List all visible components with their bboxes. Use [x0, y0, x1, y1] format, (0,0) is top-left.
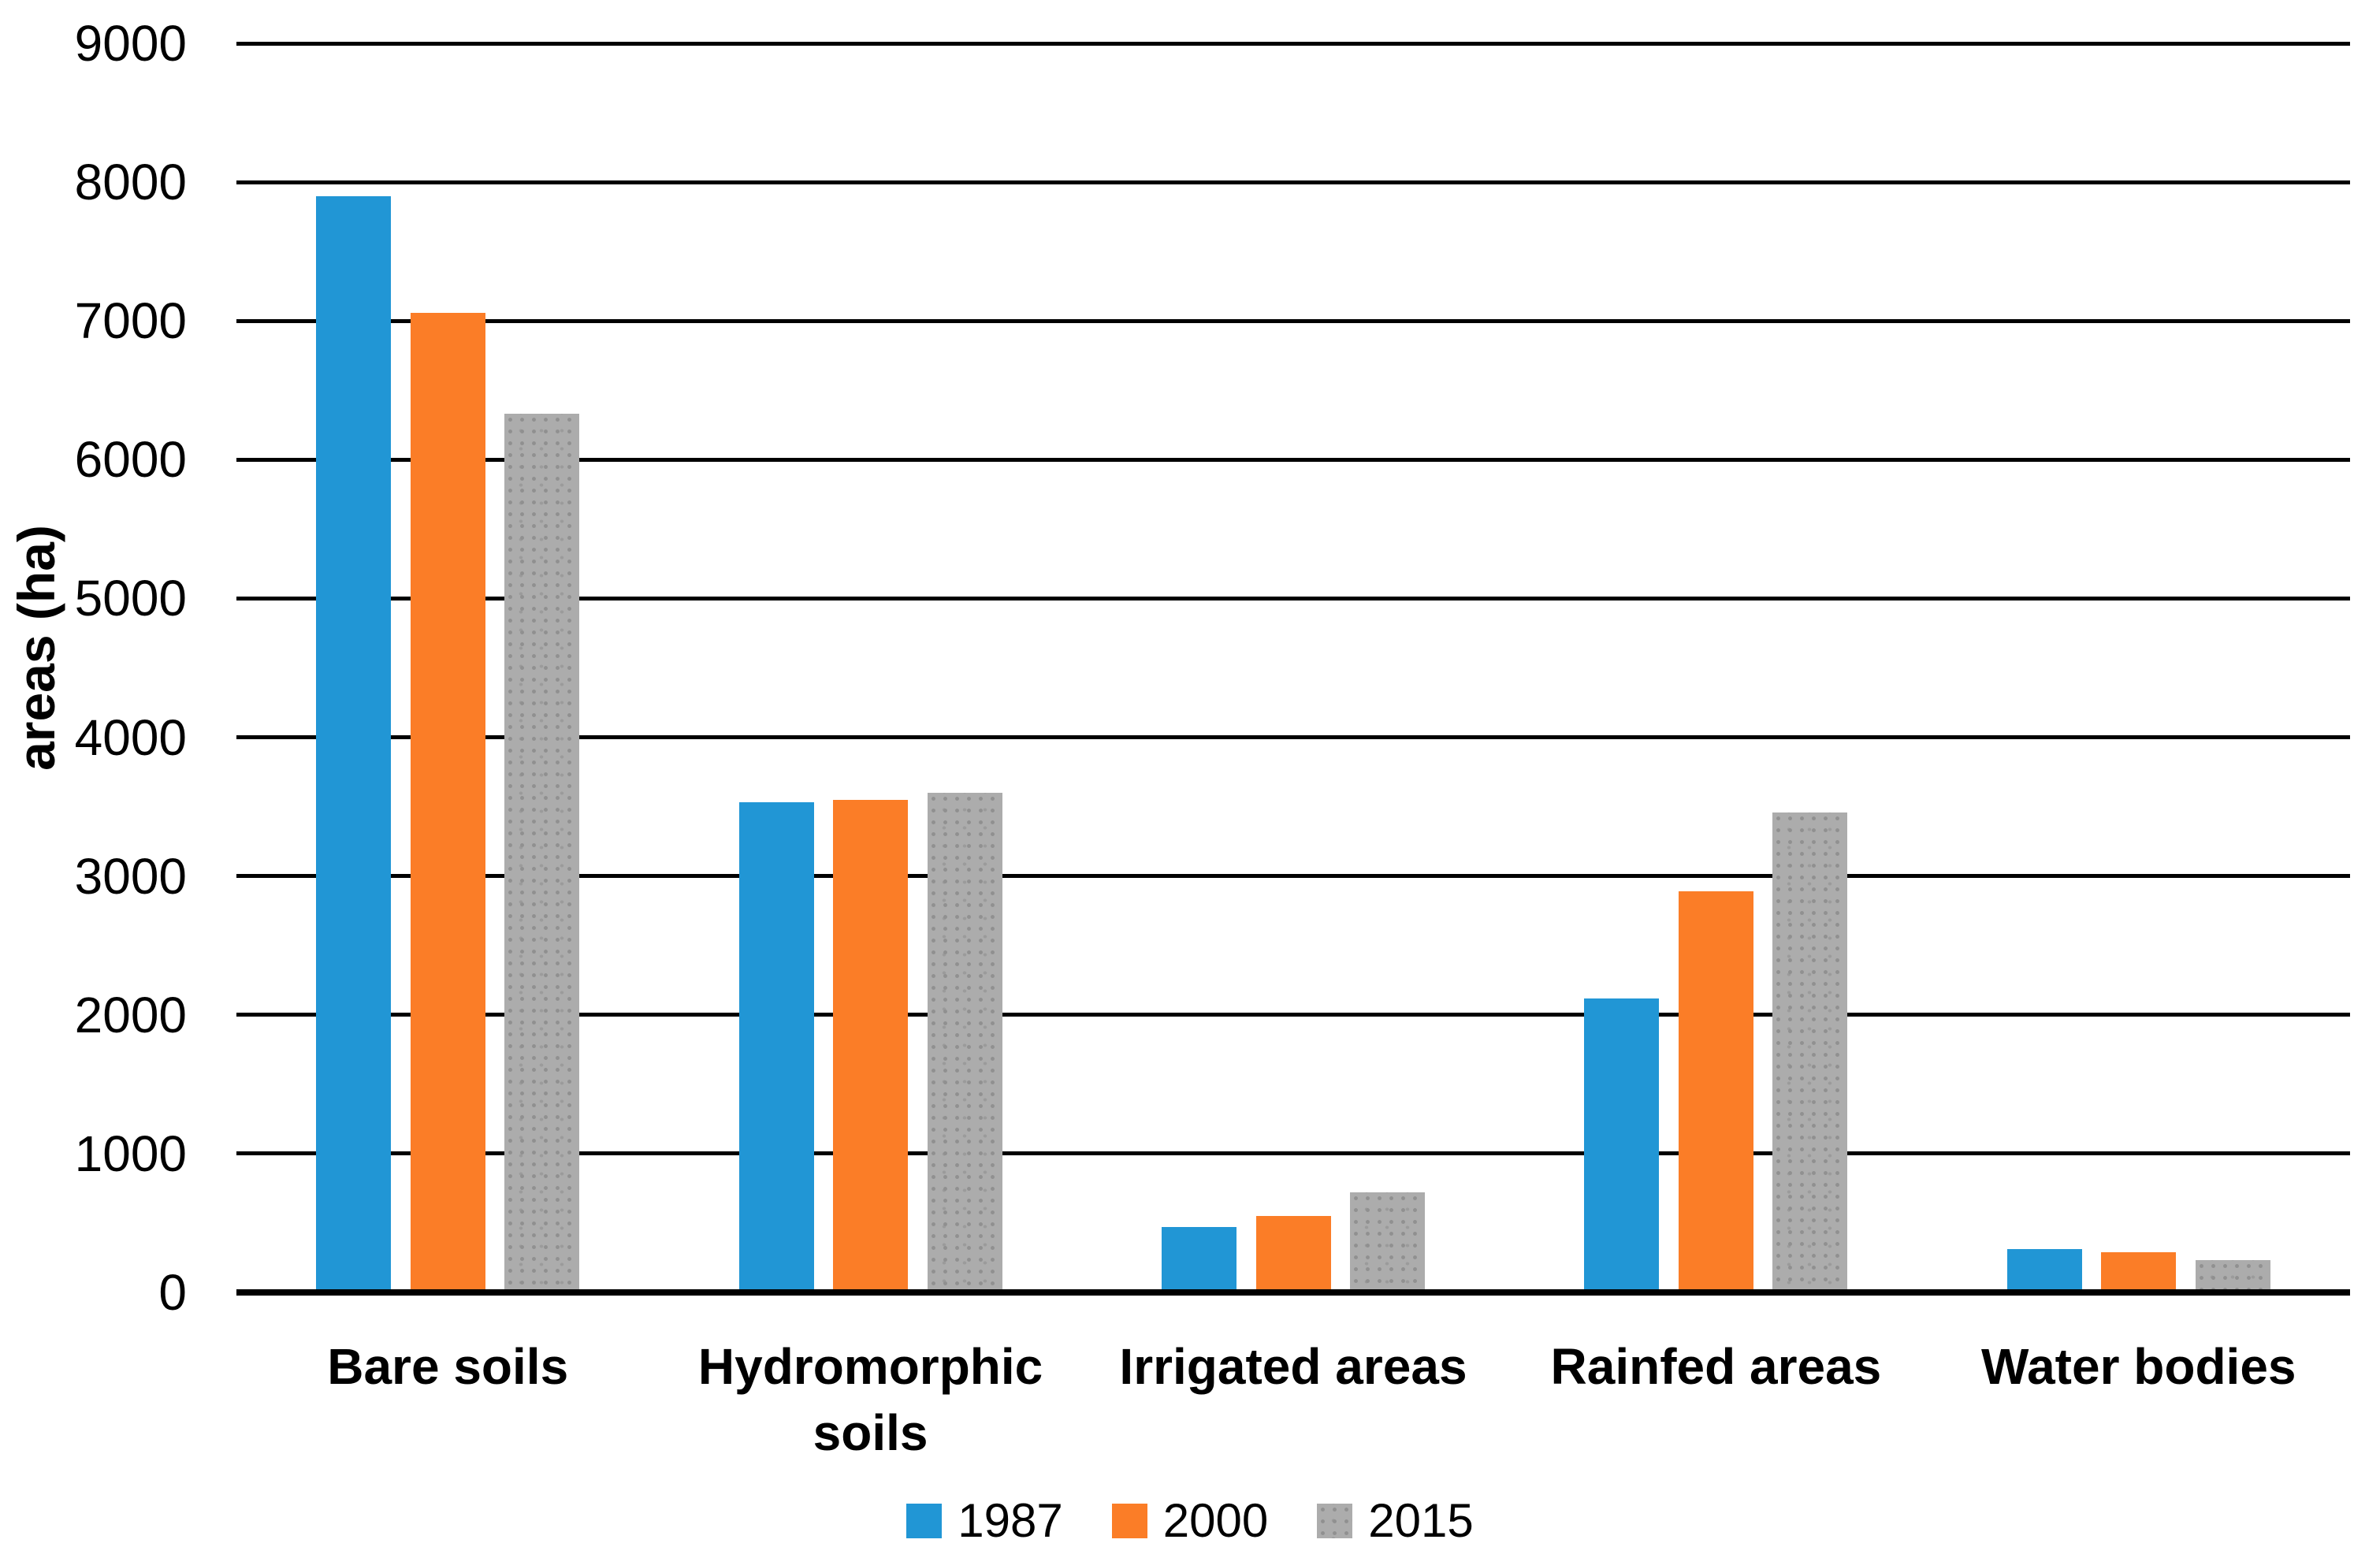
- y-tick-label-4000: 4000: [74, 708, 187, 766]
- bar-1987-water-bodies: [2006, 1249, 2082, 1292]
- bar-2015-water-bodies: [2195, 1260, 2270, 1292]
- gridline-3000: [236, 874, 2350, 879]
- legend-item-2000: 2000: [1111, 1494, 1269, 1547]
- y-tick-label-0: 0: [158, 1264, 187, 1321]
- legend-swatch-2000: [1111, 1504, 1147, 1538]
- bar-2000-rainfed-areas: [1678, 891, 1753, 1292]
- gridline-5000: [236, 596, 2350, 601]
- bar-1987-hydromorphic-soils: [738, 802, 814, 1292]
- bar-2015-bare-soils: [504, 414, 580, 1292]
- category-label-water-bodies: Water bodies: [1981, 1338, 2296, 1395]
- gridline-7000: [236, 318, 2350, 323]
- y-tick-label-1000: 1000: [74, 1125, 187, 1182]
- gridline-4000: [236, 735, 2350, 740]
- legend-item-2015: 2015: [1317, 1494, 1474, 1547]
- category-label-irrigated-areas: Irrigated areas: [1119, 1338, 1467, 1395]
- bar-2000-water-bodies: [2101, 1251, 2177, 1292]
- category-label-hydromorphic-soils: Hydromorphic soils: [697, 1338, 1043, 1461]
- gridline-1000: [236, 1151, 2350, 1156]
- y-tick-label-5000: 5000: [74, 570, 187, 627]
- bar-2015-irrigated-areas: [1350, 1192, 1425, 1292]
- gridline-2000: [236, 1013, 2350, 1017]
- legend-label-2015: 2015: [1368, 1494, 1474, 1547]
- category-label-bare-soils: Bare soils: [327, 1338, 569, 1395]
- legend-item-1987: 1987: [906, 1494, 1063, 1547]
- legend-label-1987: 1987: [958, 1494, 1063, 1547]
- bar-2015-hydromorphic-soils: [927, 793, 1002, 1292]
- bar-2000-hydromorphic-soils: [833, 799, 909, 1292]
- legend-label-2000: 2000: [1162, 1494, 1269, 1547]
- legend-swatch-1987: [906, 1504, 943, 1538]
- gridline-8000: [236, 180, 2350, 184]
- bar-2000-irrigated-areas: [1255, 1216, 1331, 1292]
- bar-1987-irrigated-areas: [1162, 1227, 1236, 1292]
- gridline-9000: [236, 41, 2350, 46]
- bar-2000-bare-soils: [410, 312, 485, 1292]
- gridline-6000: [236, 457, 2350, 462]
- y-tick-label-3000: 3000: [74, 847, 187, 905]
- category-label-rainfed-areas: Rainfed areas: [1550, 1338, 1882, 1395]
- y-tick-label-6000: 6000: [74, 431, 187, 489]
- legend-swatch-2015: [1317, 1504, 1353, 1538]
- bar-1987-rainfed-areas: [1584, 998, 1660, 1292]
- y-tick-label-8000: 8000: [74, 154, 187, 211]
- y-tick-label-2000: 2000: [74, 986, 187, 1043]
- x-axis-line: [236, 1289, 2350, 1296]
- bar-1987-bare-soils: [316, 195, 392, 1292]
- y-tick-label-7000: 7000: [74, 292, 187, 350]
- legend: 1987 2000 2015: [0, 1496, 2380, 1546]
- y-tick-label-9000: 9000: [74, 15, 187, 72]
- bar-2015-rainfed-areas: [1772, 812, 1848, 1292]
